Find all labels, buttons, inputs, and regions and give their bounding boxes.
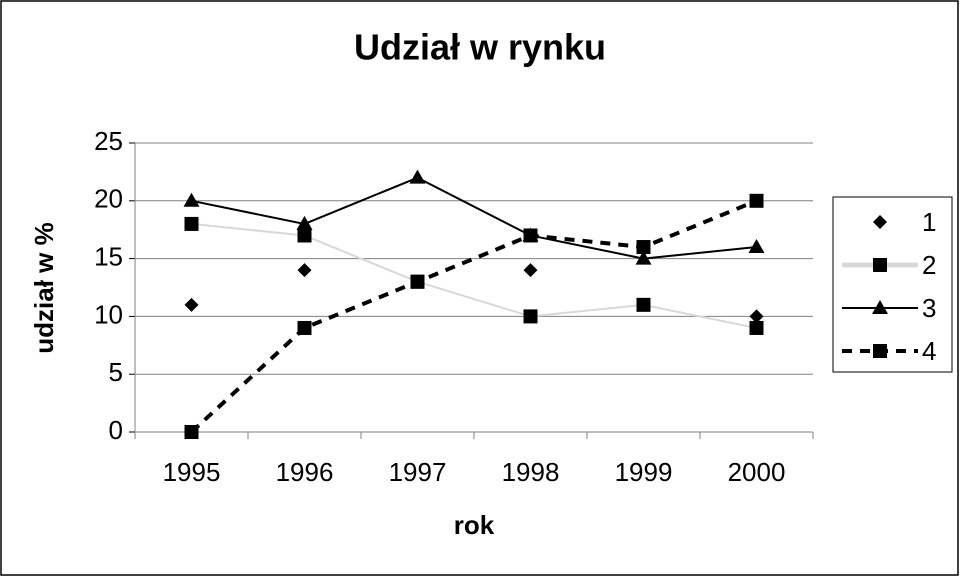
- series-line: [191, 222, 757, 329]
- x-tick-label: 1999: [615, 457, 673, 487]
- legend-label: 2: [922, 250, 936, 280]
- x-tick-label: 1995: [163, 457, 221, 487]
- data-point: [749, 309, 764, 324]
- legend-box: [832, 196, 953, 373]
- data-point: [636, 240, 651, 255]
- data-point: [297, 263, 312, 278]
- legend-marker: [872, 300, 888, 314]
- y-tick-label: 15: [94, 241, 123, 271]
- data-point: [748, 239, 765, 254]
- y-axis-label: udział w %: [29, 222, 59, 353]
- legend-marker: [873, 258, 887, 272]
- data-point: [184, 425, 199, 439]
- data-point: [749, 193, 764, 208]
- y-tick-label: 10: [94, 299, 123, 329]
- x-axis-label: rok: [454, 510, 495, 540]
- x-tick-label: 2000: [728, 457, 786, 487]
- data-point: [409, 169, 426, 184]
- legend-marker: [873, 344, 887, 358]
- data-point: [523, 228, 538, 243]
- data-point: [635, 250, 652, 265]
- x-tick-label: 1997: [389, 457, 447, 487]
- y-tick-label: 25: [94, 126, 123, 156]
- x-tick-label: 1998: [502, 457, 560, 487]
- data-point: [183, 192, 200, 207]
- data-point: [749, 320, 764, 335]
- legend-label: 4: [922, 336, 936, 366]
- data-point: [297, 228, 312, 243]
- legend-marker: [873, 215, 887, 229]
- data-point: [523, 263, 538, 278]
- x-tick-label: 1996: [276, 457, 334, 487]
- data-point: [184, 216, 199, 231]
- data-point: [296, 215, 313, 230]
- series-line: [190, 198, 758, 434]
- chart-title: Udział w rynku: [354, 27, 606, 68]
- y-tick-label: 20: [94, 184, 123, 214]
- data-point: [410, 274, 425, 289]
- data-point: [636, 297, 651, 312]
- data-point: [523, 309, 538, 324]
- y-tick-label: 5: [109, 357, 123, 387]
- data-point: [297, 320, 312, 335]
- series-line: [191, 176, 757, 260]
- data-point: [184, 297, 199, 312]
- legend-label: 3: [922, 293, 936, 323]
- y-tick-label: 0: [109, 415, 123, 445]
- legend-label: 1: [922, 207, 936, 237]
